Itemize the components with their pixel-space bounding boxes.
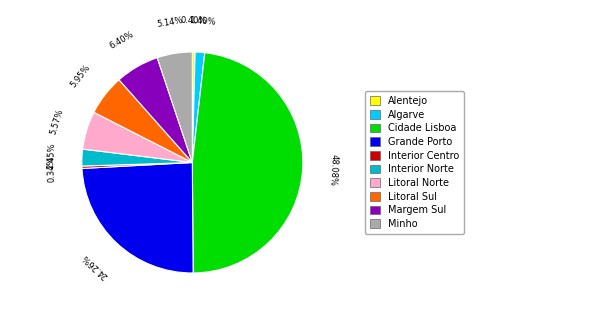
Text: 48.08%: 48.08% [328,154,339,186]
Wedge shape [82,162,193,273]
Wedge shape [192,52,205,162]
Wedge shape [192,53,303,273]
Wedge shape [157,52,192,162]
Wedge shape [119,58,192,162]
Wedge shape [82,149,192,166]
Text: 0.40%: 0.40% [181,16,207,26]
Legend: Alentejo, Algarve, Cidade Lisboa, Grande Porto, Interior Centro, Interior Norte,: Alentejo, Algarve, Cidade Lisboa, Grande… [365,91,464,234]
Text: 5.95%: 5.95% [69,63,92,89]
Text: 0.34%: 0.34% [46,155,56,182]
Wedge shape [192,52,195,162]
Text: 5.57%: 5.57% [49,107,66,135]
Wedge shape [82,112,192,162]
Text: 6.40%: 6.40% [108,30,135,51]
Text: 2.45%: 2.45% [46,143,56,170]
Wedge shape [82,162,192,168]
Text: 1.40%: 1.40% [189,16,216,27]
Wedge shape [94,80,192,162]
Text: 24.26%: 24.26% [81,251,110,280]
Text: 5.14%: 5.14% [156,16,183,30]
